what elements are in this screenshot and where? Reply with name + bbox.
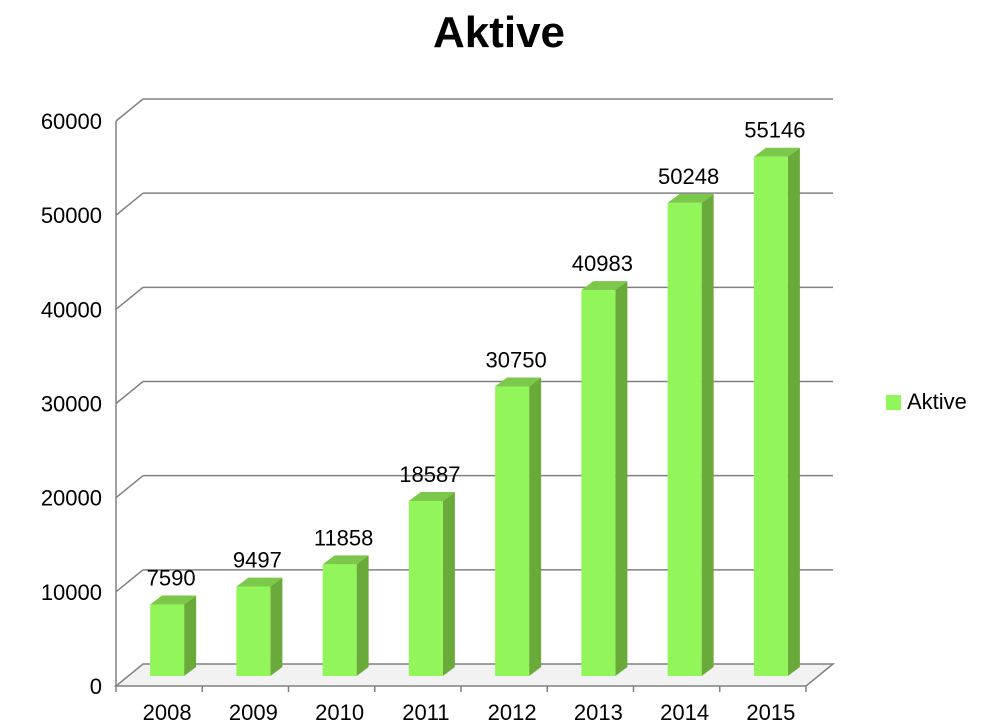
bar (322, 555, 369, 676)
data-label: 40983 (572, 251, 633, 276)
x-tick-label: 2009 (229, 700, 278, 725)
gridline-depth (115, 569, 144, 593)
bar-side (615, 281, 628, 676)
bar-side (184, 595, 197, 676)
y-tick-label: 50000 (41, 203, 102, 228)
bar-front (667, 202, 702, 676)
bar-side (787, 147, 800, 676)
x-tick-label: 2013 (574, 700, 623, 725)
bar-top (581, 281, 628, 291)
gridline-depth (115, 475, 144, 499)
bar (408, 491, 455, 676)
legend: Aktive (886, 389, 967, 415)
x-tick-label: 2008 (143, 700, 192, 725)
bar-side (701, 193, 714, 676)
chart-title: Aktive (432, 8, 566, 57)
data-label: 9497 (233, 548, 282, 573)
bar-front (408, 500, 443, 676)
bar-front (150, 604, 185, 676)
bar-front (753, 156, 788, 676)
x-tick-label: 2012 (488, 700, 537, 725)
chart-floor (113, 663, 836, 687)
y-tick-label: 0 (90, 674, 102, 699)
bar-side (529, 377, 542, 676)
bar (581, 281, 628, 676)
data-label: 11858 (314, 525, 374, 550)
y-tick-label: 60000 (41, 109, 102, 134)
bar-front (322, 564, 357, 676)
bar (236, 577, 283, 676)
bar (753, 147, 800, 676)
x-tick-label: 2015 (746, 700, 795, 725)
bar-front (236, 586, 271, 676)
y-tick-label: 40000 (41, 297, 102, 322)
data-label: 50248 (658, 164, 719, 189)
data-label: 30750 (486, 347, 547, 372)
bar-top (667, 193, 714, 203)
bar (667, 193, 714, 676)
data-label: 7590 (147, 566, 196, 591)
gridline-depth (115, 192, 144, 216)
bar-top (322, 555, 369, 565)
data-label: 18587 (399, 462, 460, 487)
y-tick-label: 10000 (41, 580, 102, 605)
x-tick-label: 2010 (315, 700, 364, 725)
bar-front (581, 290, 616, 676)
bar (150, 595, 197, 676)
legend-label: Aktive (907, 389, 967, 414)
y-tick-label: 20000 (41, 486, 102, 511)
bar-top (408, 491, 455, 501)
gridline-depth (115, 380, 144, 405)
x-tick-label: 2011 (402, 700, 449, 725)
bar (495, 377, 542, 676)
bar-top (150, 595, 197, 605)
legend-swatch (886, 394, 901, 410)
bar-side (270, 577, 283, 676)
bar-top (495, 377, 542, 387)
bar-top (753, 147, 800, 157)
bar-top (236, 577, 283, 587)
bar-side (356, 555, 369, 676)
y-tick-label: 30000 (41, 392, 102, 417)
bar-side (442, 491, 455, 676)
gridline-depth (115, 98, 144, 122)
x-tick-label: 2014 (660, 700, 709, 725)
gridline-depth (115, 286, 144, 310)
bar-front (495, 386, 530, 676)
data-label: 55146 (744, 118, 805, 143)
